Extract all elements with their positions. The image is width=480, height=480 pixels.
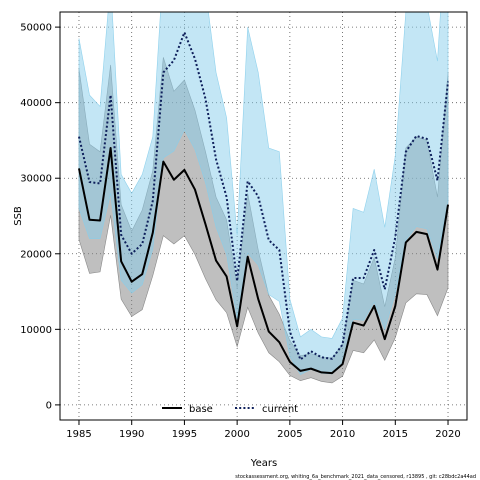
y-tick-label: 40000 (20, 98, 52, 109)
x-tick-label: 2020 (435, 429, 460, 440)
x-tick-label: 2000 (224, 429, 249, 440)
y-tick-label: 10000 (20, 325, 52, 336)
x-tick-label: 1995 (172, 429, 197, 440)
x-axis-ticks: 1985 1990 1995 2000 2005 2010 2015 2020 (66, 420, 461, 440)
y-tick-label: 0 (46, 400, 52, 411)
y-tick-label: 20000 (20, 249, 52, 260)
x-tick-label: 2015 (383, 429, 408, 440)
line-base (77, 147, 450, 375)
footnote: stockassessment.org, whiting_6a_benchmar… (235, 474, 476, 480)
series-lines (77, 31, 450, 375)
legend-current-label: current (262, 404, 298, 415)
x-tick-label: 2010 (330, 429, 355, 440)
legend-base-label: base (189, 404, 213, 415)
x-tick-label: 1985 (66, 429, 91, 440)
confidence-bands (78, 12, 449, 384)
y-axis-title: SSB (13, 206, 24, 226)
x-axis-title: Years (250, 458, 277, 469)
legend: base current (162, 404, 298, 415)
x-tick-label: 1990 (119, 429, 144, 440)
y-axis-ticks: 0 10000 20000 30000 40000 50000 (20, 23, 60, 411)
plot-frame (59, 11, 468, 421)
y-tick-label: 50000 (20, 23, 52, 34)
band-current (78, 12, 449, 376)
line-current (78, 31, 450, 361)
x-tick-label: 2005 (277, 429, 302, 440)
y-tick-label: 30000 (20, 174, 52, 185)
